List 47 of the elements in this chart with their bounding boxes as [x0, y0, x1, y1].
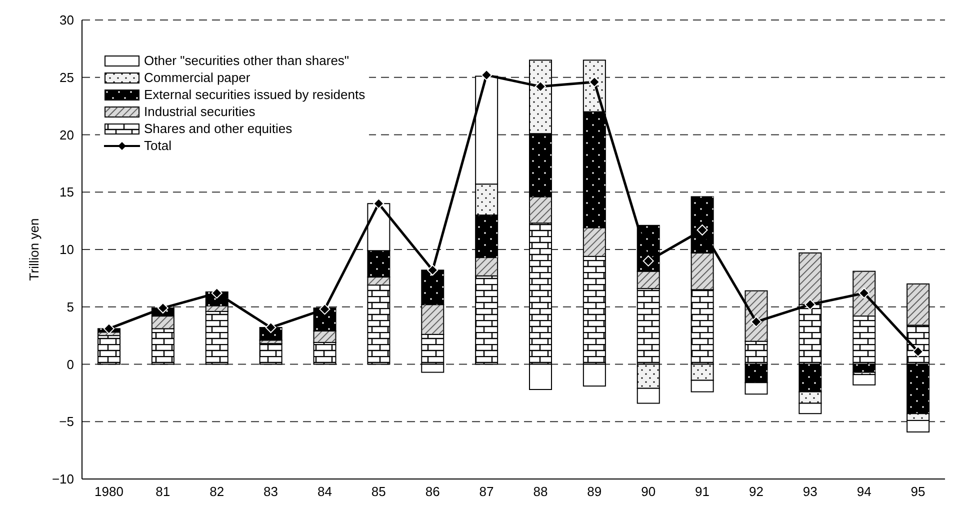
y-tick-label: 5 [66, 299, 74, 314]
point [804, 299, 816, 310]
y-tick-label: 15 [60, 184, 74, 200]
x-tick-label: 85 [371, 484, 386, 500]
legend-label: Shares and other equities [144, 120, 292, 137]
y-tick-label: 10 [60, 242, 74, 258]
y-tick-label: −5 [59, 414, 74, 430]
point [642, 255, 654, 266]
x-tick-label: 83 [264, 484, 278, 500]
x-tick-label: 88 [533, 484, 548, 500]
x-tick-label: 87 [479, 484, 494, 500]
y-tick-label: 0 [66, 356, 74, 372]
x-tick-label: 89 [587, 484, 602, 500]
legend-label: Commercial paper [144, 69, 250, 86]
legend-label: Total [144, 137, 172, 154]
legend-label: External securities issued by residents [144, 86, 366, 103]
x-tick-label: 86 [425, 484, 440, 500]
x-tick-label: 90 [641, 484, 656, 500]
point [319, 304, 330, 315]
point [481, 70, 492, 81]
x-tick-label: 91 [695, 484, 710, 500]
bar [852, 374, 876, 386]
point [373, 198, 384, 210]
point [588, 76, 600, 88]
y-tick-label: 25 [60, 70, 74, 85]
x-tick-label: 81 [156, 484, 170, 500]
x-tick-label: 94 [856, 484, 872, 500]
x-tick-label: 95 [910, 484, 926, 500]
point [696, 224, 708, 236]
legend-label: Industrial securities [144, 103, 256, 120]
x-tick-label: 1980 [94, 484, 124, 500]
y-tick-label: 20 [60, 127, 74, 142]
x-tick-label: 92 [748, 484, 764, 500]
point [103, 323, 114, 334]
point [265, 322, 276, 334]
x-tick-label: 93 [802, 484, 818, 500]
point [534, 81, 546, 92]
legend-label: Other "securities other than shares" [144, 52, 350, 69]
point [157, 302, 168, 314]
point [427, 264, 438, 276]
x-tick-label: 82 [210, 484, 224, 500]
point [750, 316, 762, 328]
y-tick-label: −10 [52, 472, 74, 487]
point [912, 346, 924, 358]
x-tick-label: 84 [317, 484, 332, 500]
y-tick-label: 30 [60, 12, 74, 28]
y-axis-title: Trillion yen [26, 218, 42, 281]
